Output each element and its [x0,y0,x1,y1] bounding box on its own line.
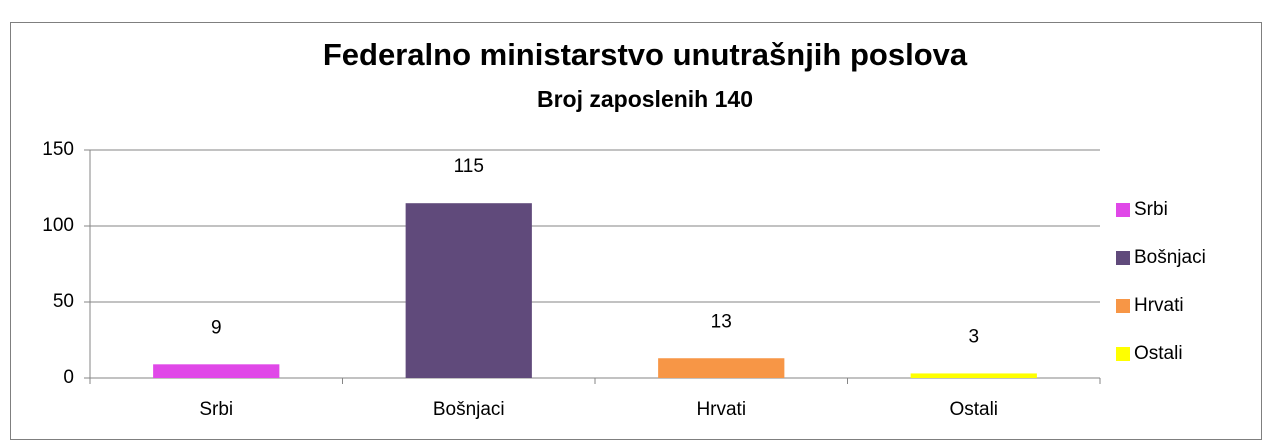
legend-swatch [1116,347,1130,361]
x-tick-label: Bošnjaci [433,399,505,420]
data-label: 115 [454,156,484,177]
bar [910,373,1037,378]
x-tick-label: Ostali [949,399,998,420]
data-label: 13 [711,311,732,332]
x-tick-label: Hrvati [696,399,746,420]
bar [153,364,280,378]
chart-title: Federalno ministarstvo unutrašnjih poslo… [323,37,968,72]
legend-label: Ostali [1134,343,1183,364]
legend-swatch [1116,251,1130,265]
y-tick-label: 0 [63,367,74,388]
data-label: 3 [968,326,979,347]
legend-swatch [1116,203,1130,217]
y-tick-label: 150 [42,139,74,160]
y-tick-label: 50 [53,291,74,312]
legend-label: Hrvati [1134,295,1184,316]
chart-subtitle: Broj zaposlenih 140 [537,86,753,112]
bar [405,203,532,378]
legend-label: Bošnjaci [1134,247,1206,268]
y-tick-label: 100 [42,215,74,236]
x-tick-label: Srbi [199,399,233,420]
bar [658,358,785,378]
legend-swatch [1116,299,1130,313]
data-label: 9 [211,317,222,338]
legend-label: Srbi [1134,199,1168,220]
